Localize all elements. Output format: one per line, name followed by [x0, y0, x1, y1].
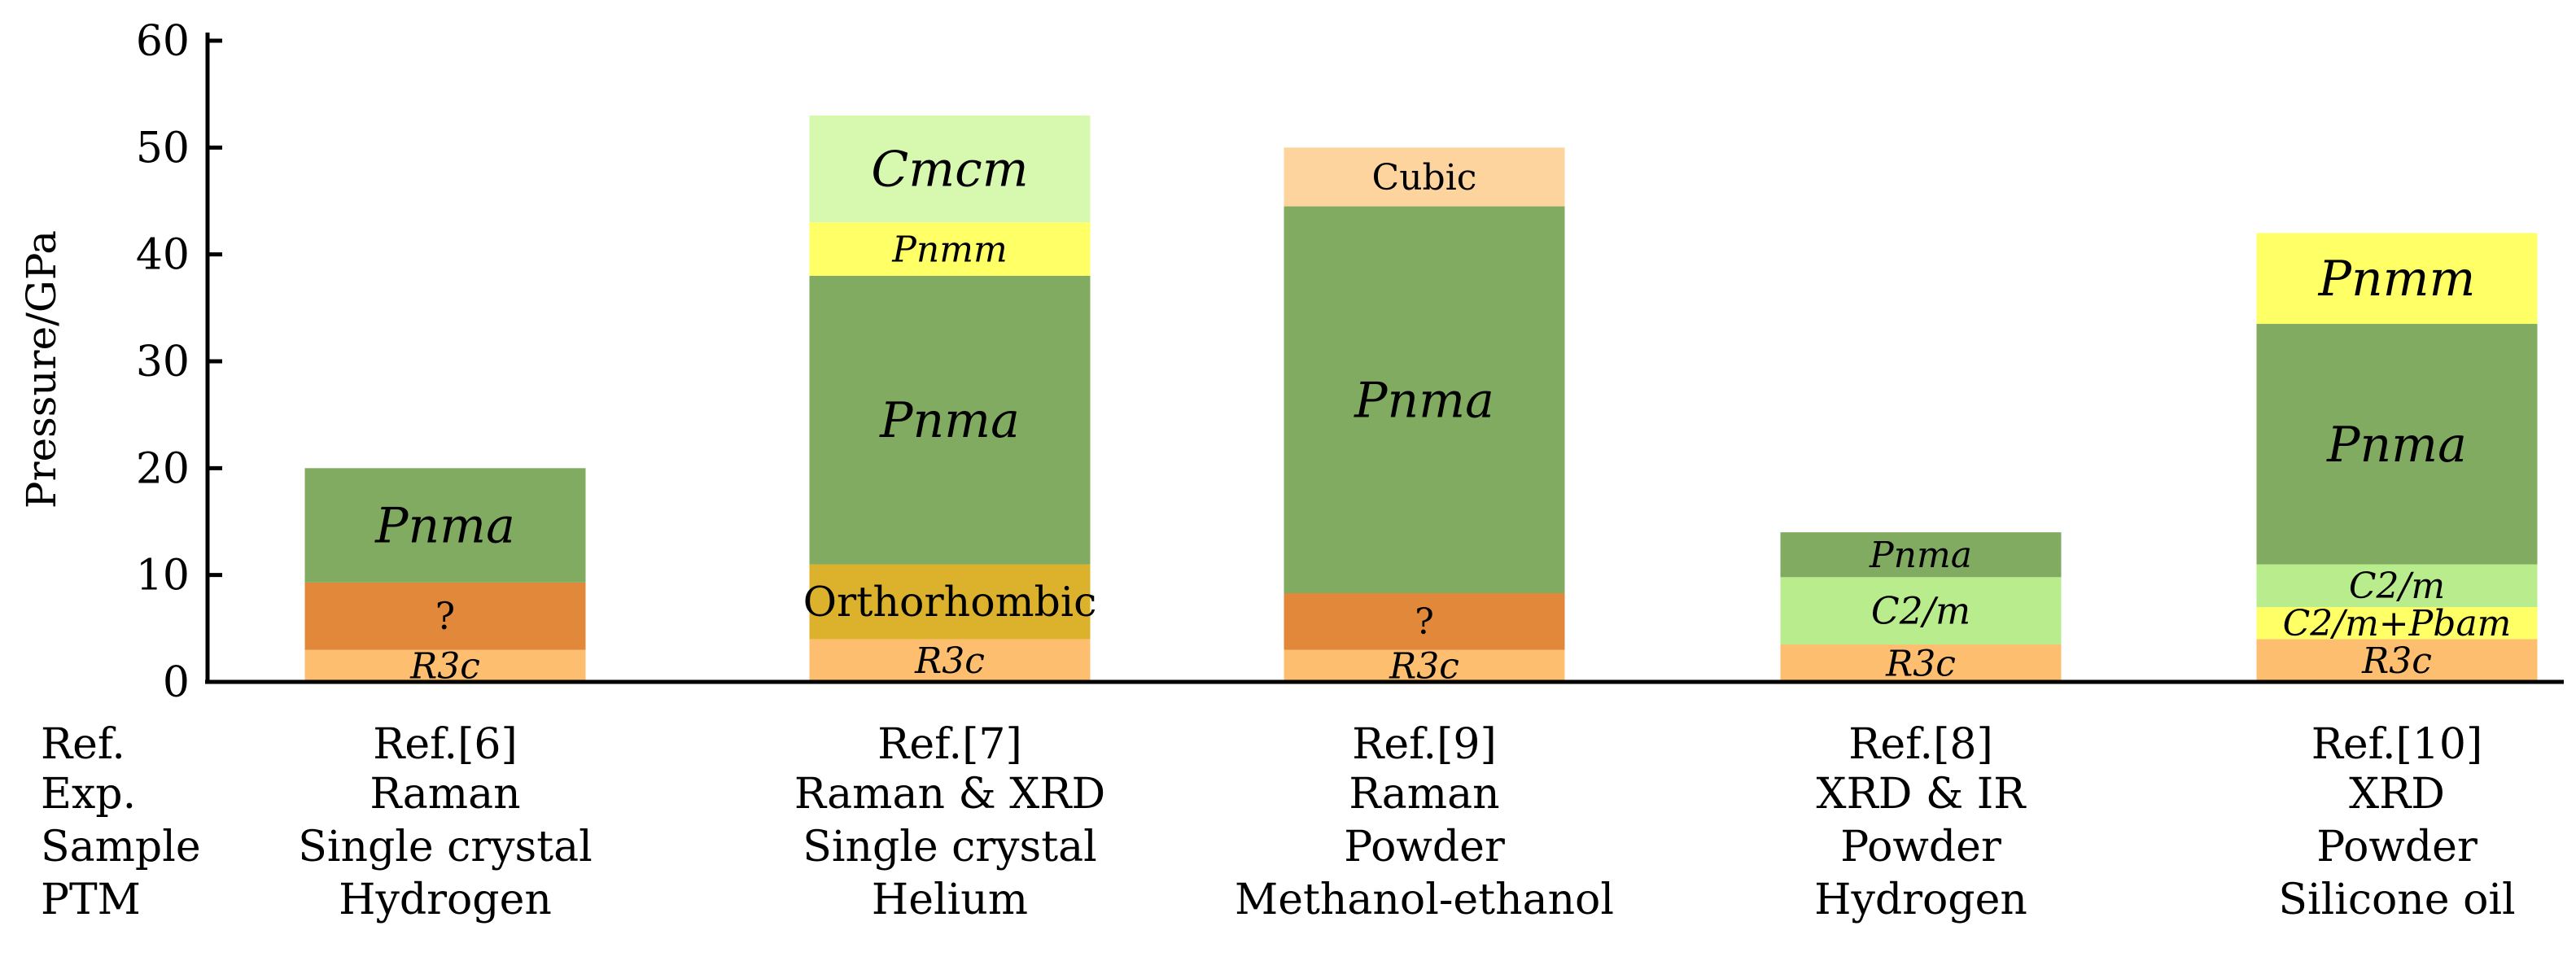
phase-label-4-4: Pnmm — [2318, 251, 2476, 308]
bar-segment-3-1 — [1780, 577, 2062, 645]
bar-segment-4-3 — [2256, 324, 2538, 565]
info-cell-1-0: Ref.[7] — [877, 720, 1022, 769]
info-cell-2-3: Methanol-ethanol — [1235, 876, 1614, 924]
info-cell-3-2: Powder — [1840, 823, 2001, 871]
bar-segment-0-0 — [304, 649, 586, 682]
info-cell-2-1: Raman — [1349, 770, 1499, 819]
phase-label-1-4: Cmcm — [871, 142, 1028, 199]
phase-label-3-2: Pnma — [1869, 535, 1972, 576]
info-cell-3-3: Hydrogen — [1814, 876, 2027, 924]
bar-segment-1-4 — [809, 115, 1091, 223]
phase-label-4-3: Pnma — [2326, 417, 2467, 474]
phase-label-2-0: R3c — [1389, 646, 1459, 688]
bar-segment-1-3 — [809, 222, 1091, 276]
info-cell-0-0: Ref.[6] — [373, 720, 518, 769]
info-cell-0-1: Raman — [370, 770, 520, 819]
phase-label-3-1: C2/m — [1871, 590, 1970, 633]
phase-label-3-0: R3c — [1885, 643, 1956, 684]
info-row-label-2: Sample — [41, 823, 201, 871]
bar-segment-2-2 — [1284, 206, 1565, 593]
y-tick-label-0: 0 — [163, 658, 190, 707]
labels-layer: R3c? Pnma R3c Orthorhombic Pnma Pnmm Cmcm R3c? P… — [374, 142, 2511, 688]
info-cell-4-0: Ref.[10] — [2311, 720, 2483, 769]
phase-label-2-3: Cubic — [1372, 157, 1477, 199]
info-row-label-0: Ref. — [41, 720, 125, 769]
y-axis-title: Pressure/GPa — [18, 230, 65, 509]
info-cell-1-2: Single crystal — [803, 823, 1097, 871]
phase-label-4-2: C2/m — [2349, 566, 2445, 607]
phase-label-1-2: Pnma — [879, 392, 1020, 449]
phase-label-1-3: Pnmm — [891, 229, 1007, 271]
bar-segment-1-2 — [809, 275, 1091, 565]
info-cell-0-2: Single crystal — [298, 823, 593, 871]
bar-segment-2-0 — [1284, 649, 1565, 682]
y-tick-label-6: 60 — [136, 17, 190, 66]
bar-segment-0-2 — [304, 468, 586, 583]
bar-segment-1-1 — [809, 564, 1091, 640]
bar-segment-4-4 — [2256, 233, 2538, 325]
bar-segment-4-0 — [2256, 639, 2538, 682]
info-cell-1-1: Raman & XRD — [794, 770, 1105, 819]
info-cell-4-1: XRD — [2349, 770, 2445, 819]
y-tick-label-1: 10 — [136, 552, 190, 601]
y-tick-label-2: 20 — [136, 444, 190, 493]
info-cell-3-0: Ref.[8] — [1848, 720, 1993, 769]
phase-label-0-1: ? — [435, 595, 455, 638]
y-tick-label-3: 30 — [136, 338, 190, 387]
phase-label-0-2: Pnma — [374, 498, 515, 555]
y-tick-label-5: 50 — [136, 124, 190, 173]
info-cell-4-2: Powder — [2316, 823, 2478, 871]
info-row-label-1: Exp. — [41, 770, 136, 819]
bar-segment-3-2 — [1780, 532, 2062, 578]
info-cell-2-2: Powder — [1344, 823, 1505, 871]
info-row-label-3: PTM — [41, 876, 141, 924]
info-cell-0-3: Hydrogen — [339, 876, 552, 924]
bar-segment-3-0 — [1780, 644, 2062, 682]
info-cell-3-1: XRD & IR — [1817, 770, 2027, 819]
bars-layer — [304, 115, 2538, 682]
info-cell-4-3: Silicone oil — [2278, 876, 2515, 924]
bar-segment-4-1 — [2256, 607, 2538, 640]
info-cell-1-3: Helium — [872, 876, 1028, 924]
axes-layer: 0 10 20 30 40 50 60 Pressure/GPa — [18, 17, 2564, 707]
bar-segment-2-1 — [1284, 592, 1565, 650]
phase-label-1-0: R3c — [914, 640, 985, 682]
bar-segment-2-3 — [1284, 147, 1565, 207]
bar-segment-0-1 — [304, 582, 586, 650]
info-cell-2-0: Ref.[9] — [1352, 720, 1497, 769]
phase-label-0-0: R3c — [409, 646, 480, 688]
bar-segment-4-2 — [2256, 564, 2538, 608]
y-tick-label-4: 40 — [136, 231, 190, 280]
phase-label-4-0: R3c — [2361, 640, 2432, 682]
phase-label-2-2: Pnma — [1354, 372, 1494, 429]
bar-segment-1-0 — [809, 639, 1091, 682]
phase-label-1-1: Orthorhombic — [803, 578, 1097, 626]
phase-label-4-1: C2/m+Pbam — [2283, 603, 2512, 644]
phase-label-2-1: ? — [1415, 601, 1434, 643]
